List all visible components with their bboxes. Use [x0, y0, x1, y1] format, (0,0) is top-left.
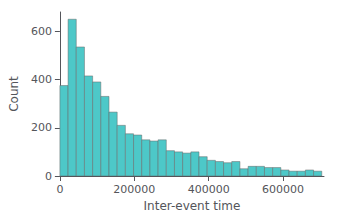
svg-text:200: 200 — [31, 121, 52, 134]
svg-text:400: 400 — [31, 73, 52, 86]
svg-text:200000: 200000 — [113, 183, 155, 196]
svg-text:0: 0 — [45, 170, 52, 183]
svg-text:Count: Count — [7, 76, 21, 112]
svg-text:Inter-event time: Inter-event time — [144, 199, 241, 213]
svg-text:0: 0 — [56, 183, 63, 196]
svg-text:600: 600 — [31, 25, 52, 38]
svg-text:600000: 600000 — [262, 183, 304, 196]
svg-text:400000: 400000 — [188, 183, 230, 196]
